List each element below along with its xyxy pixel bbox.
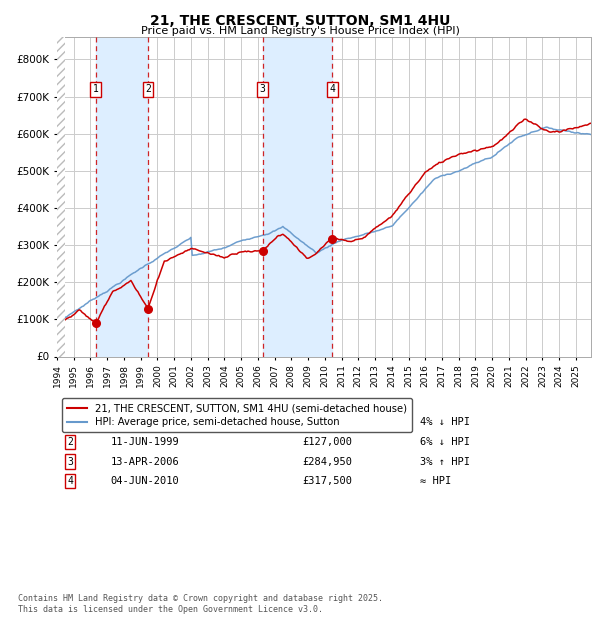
Text: 2: 2: [67, 436, 73, 447]
Text: 1: 1: [93, 84, 99, 94]
Text: ≈ HPI: ≈ HPI: [420, 476, 451, 486]
Text: 4: 4: [329, 84, 335, 94]
Text: £284,950: £284,950: [302, 456, 353, 466]
Text: 4: 4: [67, 476, 73, 486]
Text: 21, THE CRESCENT, SUTTON, SM1 4HU: 21, THE CRESCENT, SUTTON, SM1 4HU: [150, 14, 450, 28]
Text: £90,000: £90,000: [302, 417, 346, 427]
Text: Price paid vs. HM Land Registry's House Price Index (HPI): Price paid vs. HM Land Registry's House …: [140, 26, 460, 36]
Bar: [263, 37, 332, 356]
Text: 11-JUN-1999: 11-JUN-1999: [110, 436, 179, 447]
Text: 3: 3: [67, 456, 73, 466]
Text: 04-JUN-2010: 04-JUN-2010: [110, 476, 179, 486]
Text: 3% ↑ HPI: 3% ↑ HPI: [420, 456, 470, 466]
Bar: [57, 37, 65, 356]
Text: 26-APR-1996: 26-APR-1996: [110, 417, 179, 427]
Bar: [96, 37, 148, 356]
Text: 1: 1: [67, 417, 73, 427]
Text: 2: 2: [145, 84, 151, 94]
Text: 13-APR-2006: 13-APR-2006: [110, 456, 179, 466]
Text: 4% ↓ HPI: 4% ↓ HPI: [420, 417, 470, 427]
Text: £127,000: £127,000: [302, 436, 353, 447]
Text: 6% ↓ HPI: 6% ↓ HPI: [420, 436, 470, 447]
Text: 3: 3: [260, 84, 266, 94]
Text: Contains HM Land Registry data © Crown copyright and database right 2025.
This d: Contains HM Land Registry data © Crown c…: [18, 595, 383, 614]
Text: £317,500: £317,500: [302, 476, 353, 486]
Legend: 21, THE CRESCENT, SUTTON, SM1 4HU (semi-detached house), HPI: Average price, sem: 21, THE CRESCENT, SUTTON, SM1 4HU (semi-…: [62, 398, 412, 432]
